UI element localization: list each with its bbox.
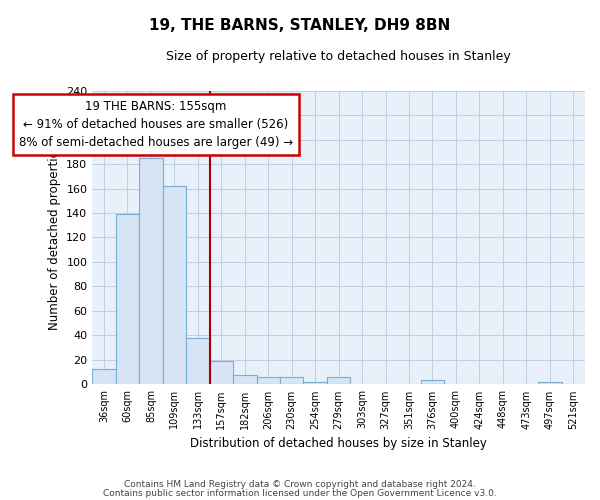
Bar [92, 368, 116, 384]
Bar [139, 158, 163, 384]
Bar [280, 377, 304, 384]
Text: Contains public sector information licensed under the Open Government Licence v3: Contains public sector information licen… [103, 489, 497, 498]
Bar [163, 186, 186, 384]
Bar [209, 361, 233, 384]
X-axis label: Distribution of detached houses by size in Stanley: Distribution of detached houses by size … [190, 437, 487, 450]
Title: Size of property relative to detached houses in Stanley: Size of property relative to detached ho… [166, 50, 511, 63]
Text: 19 THE BARNS: 155sqm
← 91% of detached houses are smaller (526)
8% of semi-detac: 19 THE BARNS: 155sqm ← 91% of detached h… [19, 100, 293, 150]
Bar [233, 374, 257, 384]
Bar [116, 214, 139, 384]
Bar [186, 338, 209, 384]
Bar [257, 377, 280, 384]
Bar [538, 382, 562, 384]
Bar [421, 380, 444, 384]
Text: 19, THE BARNS, STANLEY, DH9 8BN: 19, THE BARNS, STANLEY, DH9 8BN [149, 18, 451, 32]
Bar [304, 382, 327, 384]
Bar [327, 377, 350, 384]
Text: Contains HM Land Registry data © Crown copyright and database right 2024.: Contains HM Land Registry data © Crown c… [124, 480, 476, 489]
Y-axis label: Number of detached properties: Number of detached properties [47, 144, 61, 330]
